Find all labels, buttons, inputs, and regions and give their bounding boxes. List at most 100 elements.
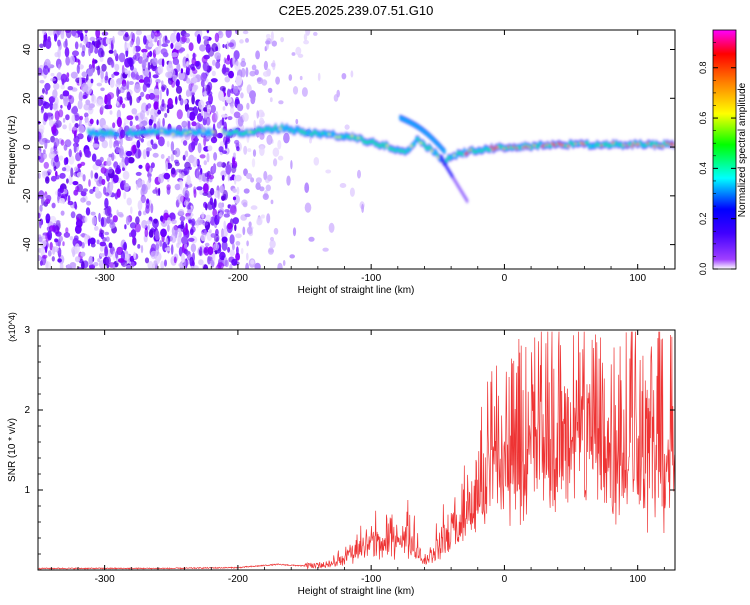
noise-speckle — [304, 202, 312, 213]
noise-speckle — [104, 197, 109, 209]
spectrogram-y-tick-label: -40 — [22, 237, 33, 252]
noise-speckle — [210, 259, 215, 268]
noise-speckle — [216, 132, 223, 139]
colorbar-tick-label: 0.4 — [698, 162, 708, 175]
noise-speckle — [292, 86, 299, 95]
noise-speckle — [39, 43, 44, 49]
noise-speckle — [203, 183, 209, 194]
noise-speckle — [81, 261, 85, 269]
noise-speckle — [86, 200, 92, 206]
noise-speckle — [219, 207, 225, 215]
noise-speckle — [94, 172, 99, 179]
noise-speckle — [82, 174, 86, 182]
noise-speckle — [126, 115, 134, 121]
noise-speckle — [229, 234, 235, 245]
noise-speckle — [146, 198, 150, 204]
noise-speckle — [137, 244, 141, 249]
noise-speckle — [176, 109, 183, 120]
noise-speckle — [202, 35, 209, 40]
noise-speckle — [130, 71, 136, 78]
noise-speckle — [209, 187, 215, 196]
noise-speckle — [175, 96, 178, 105]
noise-speckle — [235, 233, 242, 239]
noise-speckle — [60, 139, 65, 146]
noise-speckle — [175, 79, 180, 87]
noise-speckle — [140, 194, 146, 204]
noise-speckle — [58, 64, 61, 70]
noise-speckle — [94, 46, 99, 54]
noise-speckle — [108, 166, 113, 174]
noise-speckle — [162, 117, 165, 127]
noise-speckle — [265, 40, 271, 45]
noise-speckle — [217, 189, 220, 200]
noise-speckle — [115, 82, 121, 88]
noise-speckle — [69, 55, 75, 65]
noise-speckle — [89, 189, 94, 194]
noise-speckle — [118, 145, 124, 156]
noise-speckle — [184, 33, 191, 38]
noise-speckle — [70, 108, 76, 114]
noise-speckle — [129, 120, 133, 127]
noise-speckle — [135, 216, 140, 225]
noise-speckle — [46, 112, 54, 117]
noise-speckle — [95, 30, 101, 39]
noise-speckle — [251, 158, 256, 168]
noise-speckle — [89, 43, 94, 54]
noise-speckle — [216, 161, 224, 168]
noise-speckle — [59, 184, 64, 194]
noise-speckle — [185, 57, 189, 62]
noise-speckle — [259, 145, 265, 157]
noise-speckle — [74, 41, 79, 50]
noise-speckle — [225, 30, 232, 39]
noise-speckle — [291, 52, 296, 56]
noise-speckle — [187, 107, 195, 111]
noise-speckle — [242, 202, 248, 208]
noise-speckle — [126, 91, 131, 101]
spectrogram-x-axis: -300 -200 -100 0 100 — [50, 30, 665, 284]
noise-speckle — [114, 63, 120, 72]
noise-speckle — [289, 254, 296, 259]
noise-speckle — [201, 229, 208, 235]
noise-speckle — [328, 222, 335, 233]
noise-speckle — [147, 261, 154, 269]
noise-speckle — [221, 195, 226, 201]
noise-speckle — [119, 161, 125, 167]
noise-speckle — [186, 259, 189, 266]
noise-speckle — [186, 109, 190, 119]
noise-speckle — [263, 170, 268, 181]
noise-speckle — [341, 73, 347, 80]
noise-speckle — [123, 191, 127, 200]
noise-speckle — [232, 196, 237, 201]
spectrogram-x-tick-label: 0 — [502, 273, 508, 284]
noise-speckle — [210, 104, 216, 114]
noise-speckle — [115, 251, 119, 259]
noise-speckle — [271, 40, 277, 47]
noise-speckle — [99, 229, 105, 235]
noise-speckle — [219, 185, 224, 194]
noise-speckle — [100, 167, 107, 174]
noise-speckle — [267, 87, 273, 94]
noise-speckle — [166, 140, 170, 148]
noise-speckle — [99, 253, 106, 257]
noise-speckle — [130, 206, 133, 214]
noise-speckle — [308, 236, 315, 242]
noise-speckle — [38, 156, 41, 160]
noise-speckle — [116, 109, 122, 120]
noise-speckle — [232, 242, 235, 251]
noise-speckle — [95, 98, 102, 107]
noise-speckle — [165, 71, 173, 78]
noise-speckle — [130, 229, 137, 238]
noise-speckle — [176, 242, 180, 248]
noise-speckle — [84, 112, 89, 118]
noise-speckle — [265, 184, 271, 192]
noise-speckle — [69, 236, 74, 241]
noise-speckle — [233, 50, 240, 60]
noise-speckle — [202, 221, 209, 226]
noise-speckle — [150, 139, 154, 145]
noise-speckle — [336, 89, 341, 98]
noise-speckle — [39, 138, 46, 145]
noise-speckle — [42, 65, 49, 76]
noise-speckle — [158, 136, 165, 147]
noise-speckle — [126, 197, 132, 206]
noise-speckle — [166, 88, 169, 97]
